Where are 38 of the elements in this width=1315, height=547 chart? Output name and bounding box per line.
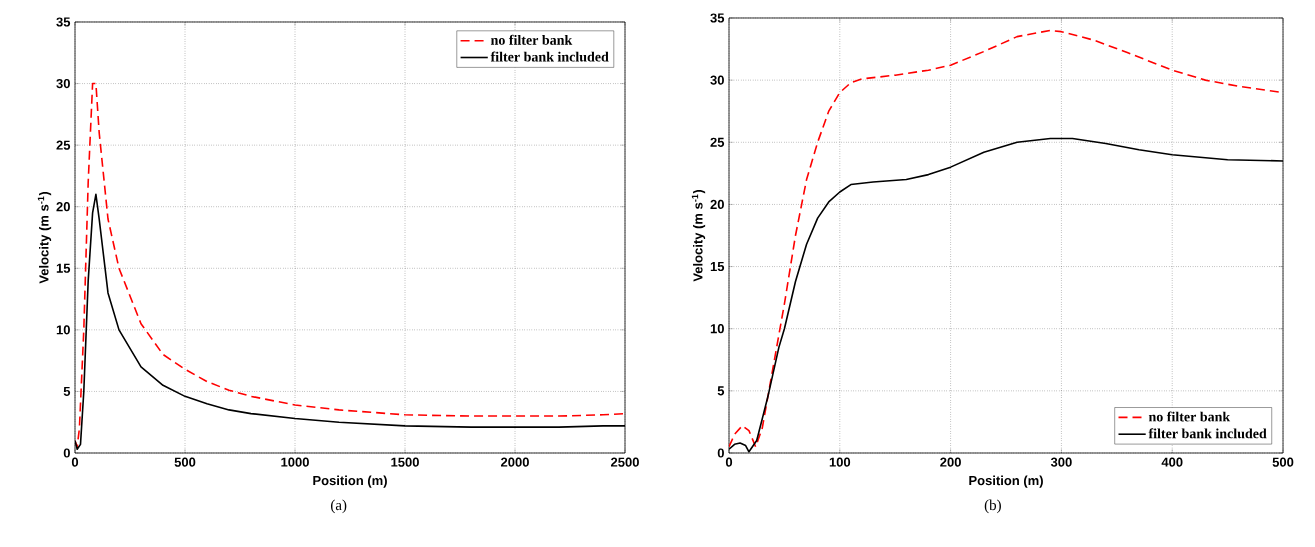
y-tick-label: 5 — [717, 386, 725, 396]
text: (b) — [984, 499, 1001, 514]
x-tick-label: 0 — [71, 457, 79, 467]
y-tick-label: 20 — [710, 199, 724, 210]
y-tick-label: 30 — [56, 78, 70, 89]
x-tick-label: 2500 — [611, 457, 639, 467]
y-tick-label: 15 — [56, 263, 71, 273]
x-tick-label: 0 — [725, 457, 733, 467]
y-axis-title: Velocity (m s$^{-1}$) — [691, 189, 706, 282]
y-tick-label: 20 — [56, 202, 70, 212]
x-axis-title: Position (m) — [313, 475, 387, 488]
x-tick-label: 200 — [940, 457, 961, 467]
x-tick-label: 1500 — [391, 457, 419, 467]
y-tick-label: 10 — [710, 324, 724, 334]
legend-label: no filter bank — [1148, 411, 1231, 422]
y-tick-label: 25 — [710, 137, 725, 147]
x-axis-title: Position (m) — [969, 475, 1043, 488]
y-tick-label: 25 — [56, 140, 71, 150]
legend-label: filter bank included — [1148, 428, 1267, 439]
y-axis-title: Velocity (m s$^{-1}$) — [37, 191, 52, 284]
y-tick-label: 10 — [56, 325, 70, 335]
x-tick-label: 500 — [174, 457, 196, 467]
y-tick-label: 0 — [717, 448, 724, 458]
legend-label: filter bank included — [490, 51, 609, 62]
x-tick-label: 500 — [1272, 457, 1294, 467]
y-tick-label: 5 — [63, 386, 71, 396]
y-tick-label: 0 — [63, 448, 70, 458]
x-tick-label: 100 — [829, 457, 851, 467]
x-tick-label: 1000 — [281, 457, 309, 467]
y-tick-label: 35 — [56, 17, 71, 27]
y-tick-label: 30 — [710, 75, 724, 85]
text: (a) — [330, 499, 347, 514]
y-tick-label: 35 — [710, 13, 725, 23]
legend-label: no filter bank — [490, 34, 573, 45]
x-tick-label: 2000 — [501, 457, 529, 467]
x-tick-label: 400 — [1161, 457, 1183, 467]
x-tick-label: 300 — [1050, 457, 1072, 467]
y-tick-label: 15 — [710, 262, 725, 272]
